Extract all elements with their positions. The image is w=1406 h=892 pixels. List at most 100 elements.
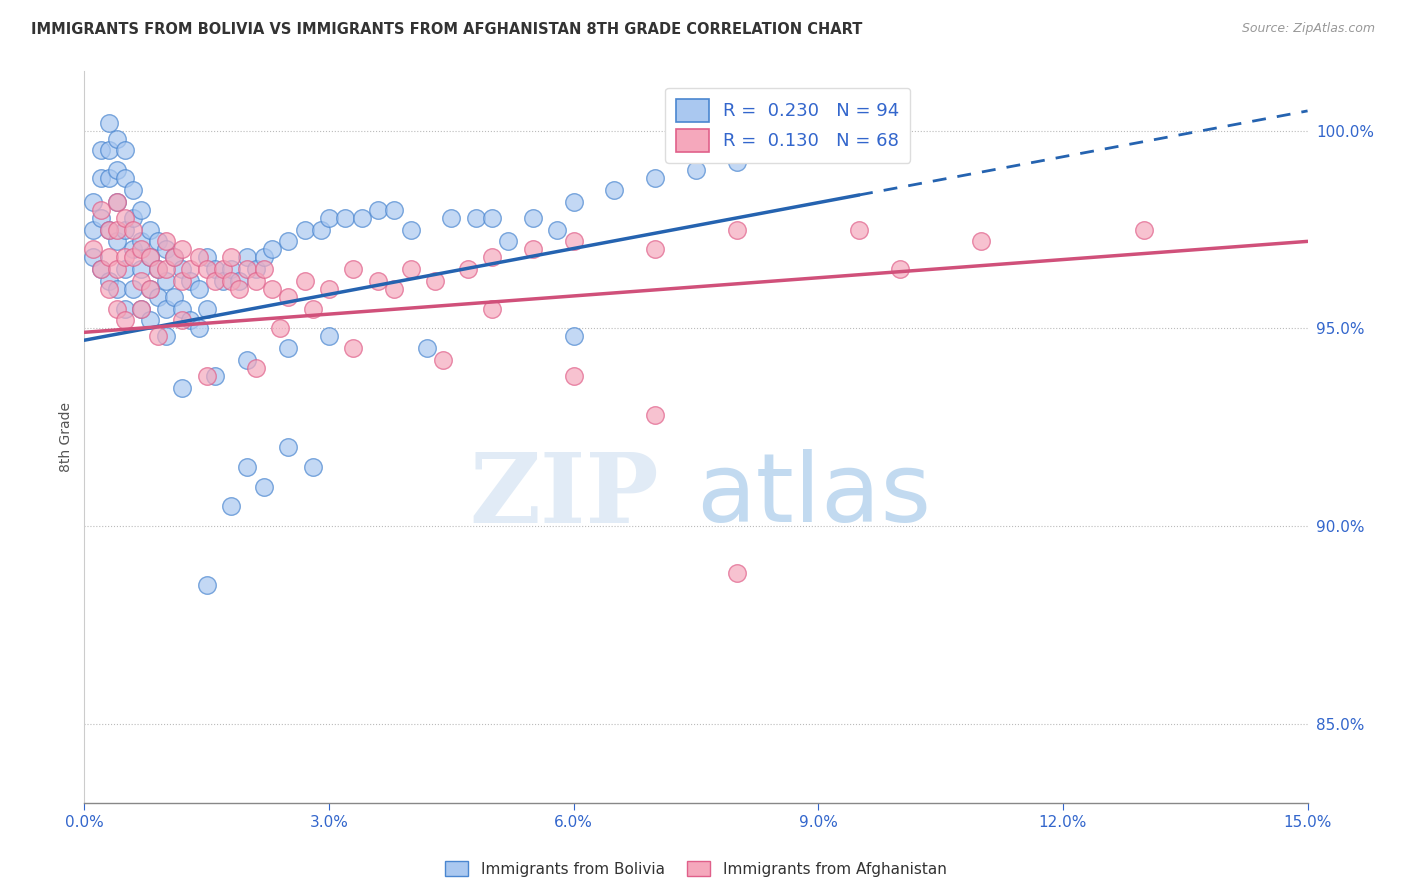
Point — [481, 301, 503, 316]
Point — [498, 235, 520, 249]
Point — [382, 202, 405, 217]
Point — [204, 262, 226, 277]
Point — [114, 301, 136, 316]
Point — [131, 262, 153, 277]
Point — [131, 301, 153, 316]
Point — [644, 409, 666, 423]
Point — [970, 235, 993, 249]
Point — [522, 242, 544, 256]
Point — [138, 250, 160, 264]
Point — [138, 222, 160, 236]
Point — [260, 282, 283, 296]
Point — [457, 262, 479, 277]
Point — [253, 250, 276, 264]
Point — [301, 301, 323, 316]
Point — [318, 329, 340, 343]
Point — [766, 144, 789, 158]
Point — [82, 194, 104, 209]
Point — [644, 242, 666, 256]
Point — [97, 274, 120, 288]
Point — [318, 282, 340, 296]
Point — [277, 290, 299, 304]
Point — [204, 368, 226, 383]
Point — [294, 274, 316, 288]
Point — [301, 459, 323, 474]
Point — [105, 163, 128, 178]
Point — [432, 353, 454, 368]
Point — [163, 290, 186, 304]
Point — [114, 144, 136, 158]
Point — [236, 262, 259, 277]
Point — [90, 211, 112, 225]
Point — [82, 222, 104, 236]
Point — [367, 202, 389, 217]
Point — [562, 368, 585, 383]
Point — [195, 250, 218, 264]
Point — [236, 250, 259, 264]
Point — [131, 274, 153, 288]
Point — [245, 360, 267, 375]
Point — [105, 194, 128, 209]
Point — [253, 479, 276, 493]
Point — [228, 282, 250, 296]
Point — [172, 242, 194, 256]
Point — [253, 262, 276, 277]
Text: atlas: atlas — [696, 449, 931, 542]
Point — [562, 235, 585, 249]
Point — [105, 282, 128, 296]
Point — [90, 262, 112, 277]
Y-axis label: 8th Grade: 8th Grade — [59, 402, 73, 472]
Point — [685, 163, 707, 178]
Point — [367, 274, 389, 288]
Point — [105, 222, 128, 236]
Point — [97, 222, 120, 236]
Point — [138, 282, 160, 296]
Point — [195, 578, 218, 592]
Point — [131, 202, 153, 217]
Point — [423, 274, 446, 288]
Point — [481, 250, 503, 264]
Point — [114, 222, 136, 236]
Point — [219, 274, 242, 288]
Point — [309, 222, 332, 236]
Point — [163, 250, 186, 264]
Point — [114, 171, 136, 186]
Point — [416, 341, 439, 355]
Point — [562, 329, 585, 343]
Point — [382, 282, 405, 296]
Point — [114, 250, 136, 264]
Point — [155, 262, 177, 277]
Point — [889, 262, 911, 277]
Point — [807, 131, 830, 145]
Point — [146, 262, 169, 277]
Point — [195, 368, 218, 383]
Point — [172, 381, 194, 395]
Point — [318, 211, 340, 225]
Point — [179, 313, 201, 327]
Point — [97, 116, 120, 130]
Point — [138, 250, 160, 264]
Legend: Immigrants from Bolivia, Immigrants from Afghanistan: Immigrants from Bolivia, Immigrants from… — [439, 855, 953, 883]
Point — [155, 242, 177, 256]
Point — [1133, 222, 1156, 236]
Point — [245, 274, 267, 288]
Point — [155, 329, 177, 343]
Point — [342, 262, 364, 277]
Point — [228, 274, 250, 288]
Point — [350, 211, 373, 225]
Point — [187, 250, 209, 264]
Point — [644, 171, 666, 186]
Point — [399, 262, 422, 277]
Point — [245, 262, 267, 277]
Point — [294, 222, 316, 236]
Point — [146, 262, 169, 277]
Point — [163, 250, 186, 264]
Point — [179, 262, 201, 277]
Point — [179, 274, 201, 288]
Point — [122, 222, 145, 236]
Point — [172, 313, 194, 327]
Text: Source: ZipAtlas.com: Source: ZipAtlas.com — [1241, 22, 1375, 36]
Point — [155, 274, 177, 288]
Point — [603, 183, 626, 197]
Point — [562, 194, 585, 209]
